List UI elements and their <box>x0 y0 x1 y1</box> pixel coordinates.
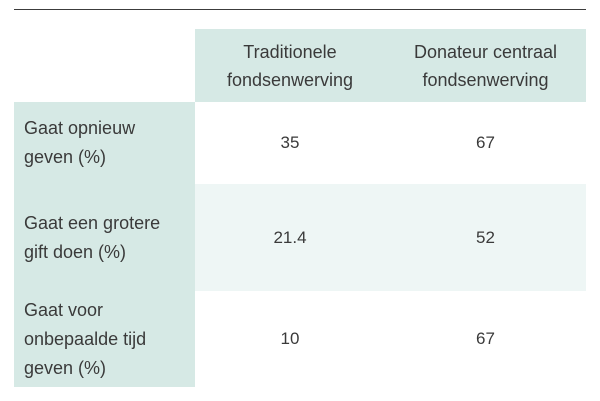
column-header-traditional: Traditionele fondsenwerving <box>195 29 385 102</box>
row-label: Gaat voor onbepaalde tijd geven (%) <box>14 291 195 387</box>
table-cell: 35 <box>280 133 300 152</box>
table-cell: 10 <box>280 329 300 348</box>
top-rule <box>14 9 586 10</box>
column-header-donor-central: Donateur centraal fondsenwerving <box>385 29 586 102</box>
table-row: Gaat een grotere gift doen (%) 21.4 52 <box>14 184 586 291</box>
table-row: Gaat opnieuw geven (%) 35 67 <box>14 102 586 184</box>
row-label: Gaat een grotere gift doen (%) <box>14 184 195 291</box>
table-cell: 67 <box>476 329 495 348</box>
table-cell: 52 <box>476 227 495 247</box>
table-row: Gaat voor onbepaalde tijd geven (%) 10 6… <box>14 291 586 387</box>
table-cell: 21.4 <box>273 227 307 247</box>
table-cell: 67 <box>476 133 495 152</box>
row-label: Gaat opnieuw geven (%) <box>14 102 195 184</box>
